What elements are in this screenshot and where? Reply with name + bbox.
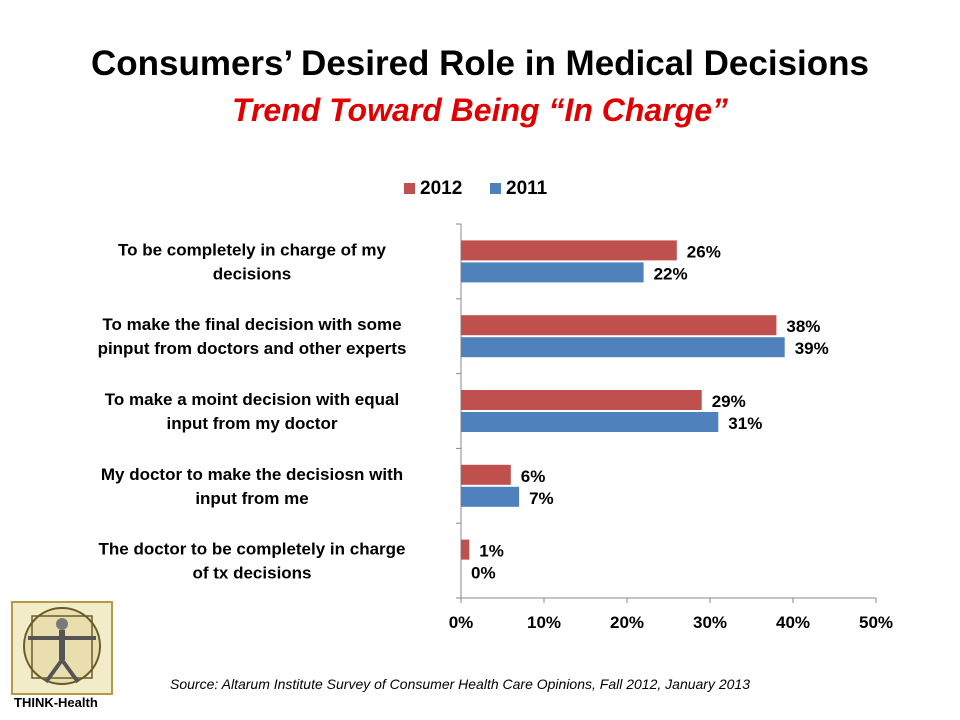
- bar-2011: [461, 486, 520, 507]
- data-label-2011: 22%: [654, 264, 688, 283]
- x-tick-label: 10%: [527, 613, 561, 632]
- bar-2011: [461, 262, 644, 283]
- legend-label-2012: 2012: [420, 178, 462, 199]
- data-label-2011: 7%: [529, 489, 554, 508]
- chart-bars: [461, 240, 785, 560]
- legend-swatch-2011: [490, 183, 501, 194]
- x-tick-label: 40%: [776, 613, 810, 632]
- x-tick-label: 0%: [449, 613, 474, 632]
- bar-2012: [461, 464, 511, 485]
- x-tick-label: 30%: [693, 613, 727, 632]
- bar-2011: [461, 337, 785, 358]
- chart-labels: 0% 10% 20% 30% 40% 50% 26% 22% To be completely …: [98, 240, 893, 632]
- category-label: input from my doctor: [167, 414, 338, 433]
- category-label: pinput from doctors and other experts: [98, 339, 407, 358]
- category-label: My doctor to make the decisiosn with: [101, 465, 403, 484]
- category-label: To make the final decision with some: [102, 315, 401, 334]
- category-label: input from me: [195, 489, 308, 508]
- data-label-2012: 26%: [687, 242, 721, 261]
- chart-subtitle: Trend Toward Being “In Charge”: [231, 92, 729, 128]
- legend: 2012 2011: [404, 178, 548, 199]
- bar-2012: [461, 390, 702, 410]
- think-health-logo: [11, 601, 113, 695]
- bar-2012: [461, 240, 677, 261]
- data-label-2012: 29%: [712, 392, 746, 411]
- legend-label-2011: 2011: [506, 178, 548, 199]
- chart-title: Consumers’ Desired Role in Medical Decis…: [90, 44, 870, 83]
- bar-2011: [461, 412, 719, 432]
- data-label-2012: 38%: [786, 317, 820, 336]
- data-label-2011: 31%: [728, 414, 762, 433]
- source-note: Source: Altarum Institute Survey of Cons…: [170, 676, 750, 692]
- category-label: decisions: [213, 264, 291, 283]
- x-tick-label: 50%: [859, 613, 893, 632]
- data-label-2012: 6%: [521, 467, 546, 486]
- data-label-2011: 0%: [471, 564, 496, 583]
- category-label: of tx decisions: [192, 564, 311, 583]
- category-label: To be completely in charge of my: [118, 240, 387, 259]
- data-label-2011: 39%: [795, 339, 829, 358]
- legend-swatch-2012: [404, 183, 415, 194]
- bar-2012: [461, 315, 777, 336]
- chart-axes: [456, 223, 877, 603]
- category-label: To make a moint decision with equal: [105, 390, 399, 409]
- x-tick-label: 20%: [610, 613, 644, 632]
- logo-caption: THINK-Health: [14, 695, 98, 710]
- bar-2012: [461, 539, 470, 560]
- data-label-2012: 1%: [479, 542, 504, 561]
- category-label: The doctor to be completely in charge: [99, 540, 406, 559]
